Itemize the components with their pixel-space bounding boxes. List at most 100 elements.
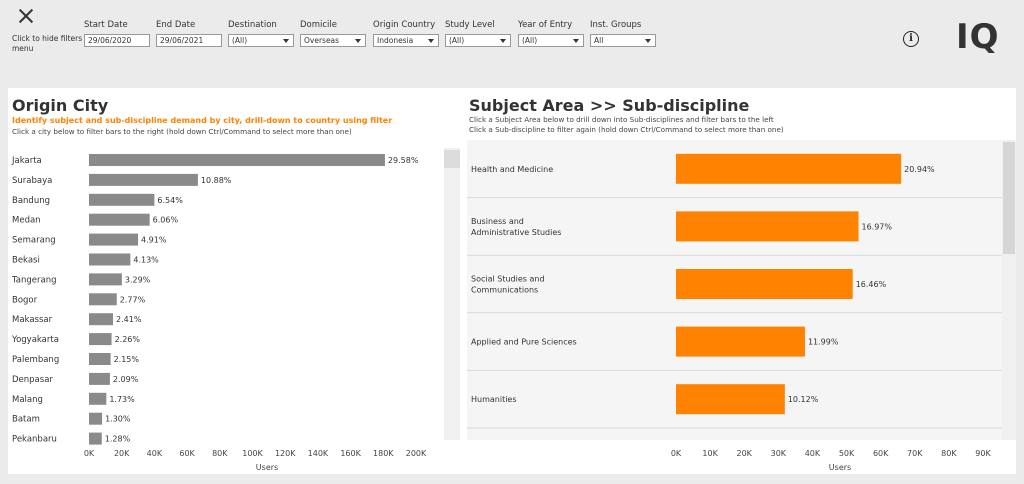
city-bar[interactable] <box>89 353 111 365</box>
filter-dropdown[interactable]: (All) <box>518 34 584 47</box>
city-label[interactable]: Denpasar <box>12 375 53 385</box>
city-label[interactable]: Bogor <box>12 295 38 305</box>
x-tick-label: 60K <box>179 449 195 458</box>
subject-bar[interactable] <box>676 326 805 357</box>
date-input[interactable]: 29/06/2021 <box>156 34 222 47</box>
city-label[interactable]: Makassar <box>12 315 53 325</box>
x-tick-label: 40K <box>147 449 163 458</box>
filter-label: Inst. Groups <box>590 20 642 30</box>
bar-value-label: 4.91% <box>141 236 167 245</box>
bar-value-label: 16.97% <box>861 222 892 231</box>
city-label[interactable]: Malang <box>12 395 43 405</box>
city-label[interactable]: Jakarta <box>11 156 42 166</box>
bar-value-label: 29.58% <box>388 156 419 165</box>
bar-value-label: 1.28% <box>105 435 131 444</box>
city-label[interactable]: Batam <box>12 415 40 425</box>
date-input[interactable]: 29/06/2020 <box>84 34 150 47</box>
subject-row[interactable] <box>467 428 1002 440</box>
subject-area-chart: Health and Medicine 20.94% Business and Adm… <box>467 140 1016 472</box>
close-icon[interactable] <box>18 8 34 24</box>
city-label[interactable]: Pekanbaru <box>12 435 57 445</box>
filter-5: Study Level (All) <box>445 20 511 47</box>
city-bar[interactable] <box>89 392 107 405</box>
filter-6: Year of Entry (All) <box>518 20 584 47</box>
origin-city-instruction: Click a city below to filter bars to the… <box>12 127 352 136</box>
x-tick-label: 70K <box>907 449 923 458</box>
x-tick-label: 90K <box>975 449 991 458</box>
city-bar[interactable] <box>89 154 385 166</box>
filter-dropdown[interactable]: Indonesia <box>373 34 439 47</box>
info-icon[interactable]: i <box>903 31 919 47</box>
x-tick-label: 0K <box>671 449 682 458</box>
city-label[interactable]: Tangerang <box>11 275 57 285</box>
filter-0: Start Date 29/06/2020 <box>84 20 150 47</box>
filter-label: Domicile <box>300 20 338 30</box>
x-tick-label: 160K <box>340 449 361 458</box>
subject-label[interactable]: Applied and Pure Sciences <box>471 338 577 347</box>
filter-label: Year of Entry <box>518 20 573 30</box>
x-tick-label: 180K <box>373 449 394 458</box>
subject-bar[interactable] <box>676 384 785 415</box>
city-bar[interactable] <box>89 293 117 306</box>
city-bar[interactable] <box>89 233 139 246</box>
filter-1: End Date 29/06/2021 <box>156 20 222 47</box>
origin-city-title: Origin City <box>12 96 109 115</box>
subject-bar[interactable] <box>676 153 902 184</box>
subject-area-instruction-1: Click a Subject Area below to drill down… <box>469 115 774 124</box>
city-bar[interactable] <box>89 173 198 186</box>
city-label[interactable]: Bandung <box>12 196 50 206</box>
subject-label[interactable]: Social Studies and <box>471 275 545 284</box>
filters-menu: Click to hide filters menu Start Date 29/… <box>8 0 1016 88</box>
subject-bar[interactable] <box>676 211 859 242</box>
x-tick-label: 100K <box>242 449 263 458</box>
scrollbar-track[interactable] <box>444 148 460 440</box>
city-bar[interactable] <box>89 372 110 385</box>
filter-value: Indonesia <box>377 36 414 45</box>
subject-label[interactable]: Communications <box>471 286 538 295</box>
subject-label[interactable]: Humanities <box>471 395 517 404</box>
city-bar[interactable] <box>89 273 122 286</box>
chevron-down-icon <box>355 39 361 43</box>
subject-label[interactable]: Administrative Studies <box>471 228 561 237</box>
filter-label: Origin Country <box>373 20 436 30</box>
bar-value-label: 1.30% <box>105 415 131 424</box>
filter-label: Start Date <box>84 20 128 30</box>
x-tick-label: 40K <box>805 449 821 458</box>
filter-dropdown[interactable]: All <box>590 34 656 47</box>
subject-area-panel: Subject Area >> Sub-discipline Click a S… <box>460 88 1016 474</box>
city-label[interactable]: Yogyakarta <box>11 335 59 345</box>
city-label[interactable]: Medan <box>12 216 41 226</box>
subject-bar[interactable] <box>676 269 853 299</box>
filter-label: Study Level <box>445 20 495 30</box>
subject-label[interactable]: Business and <box>471 217 524 226</box>
bar-value-label: 16.46% <box>856 280 887 289</box>
subject-label[interactable]: Health and Medicine <box>471 165 553 174</box>
x-tick-label: 200K <box>406 449 427 458</box>
city-bar[interactable] <box>89 432 102 445</box>
city-bar[interactable] <box>89 213 150 226</box>
city-bar[interactable] <box>89 253 131 266</box>
scrollbar-thumb[interactable] <box>1003 142 1015 254</box>
x-axis-title: Users <box>256 463 278 472</box>
city-bar[interactable] <box>89 313 114 326</box>
city-label[interactable]: Surabaya <box>12 176 52 186</box>
city-bar[interactable] <box>89 412 103 425</box>
city-bar[interactable] <box>89 193 155 206</box>
filter-dropdown[interactable]: (All) <box>228 34 294 47</box>
city-bar[interactable] <box>89 333 112 346</box>
filter-dropdown[interactable]: Overseas <box>300 34 366 47</box>
x-tick-label: 80K <box>941 449 957 458</box>
city-label[interactable]: Semarang <box>12 236 56 246</box>
bar-value-label: 2.09% <box>113 375 139 384</box>
city-label[interactable]: Palembang <box>12 355 59 365</box>
filter-dropdown[interactable]: (All) <box>445 34 511 47</box>
hide-filters-hint[interactable]: Click to hide filters menu <box>12 34 83 53</box>
bar-value-label: 6.06% <box>153 216 179 225</box>
scrollbar-thumb[interactable] <box>444 150 460 168</box>
origin-city-subtitle-highlight: Identify subject and sub-discipline dema… <box>12 116 393 125</box>
filter-4: Origin Country Indonesia <box>373 20 439 47</box>
city-label[interactable]: Bekasi <box>12 256 40 266</box>
x-tick-label: 50K <box>839 449 855 458</box>
x-tick-label: 10K <box>702 449 718 458</box>
